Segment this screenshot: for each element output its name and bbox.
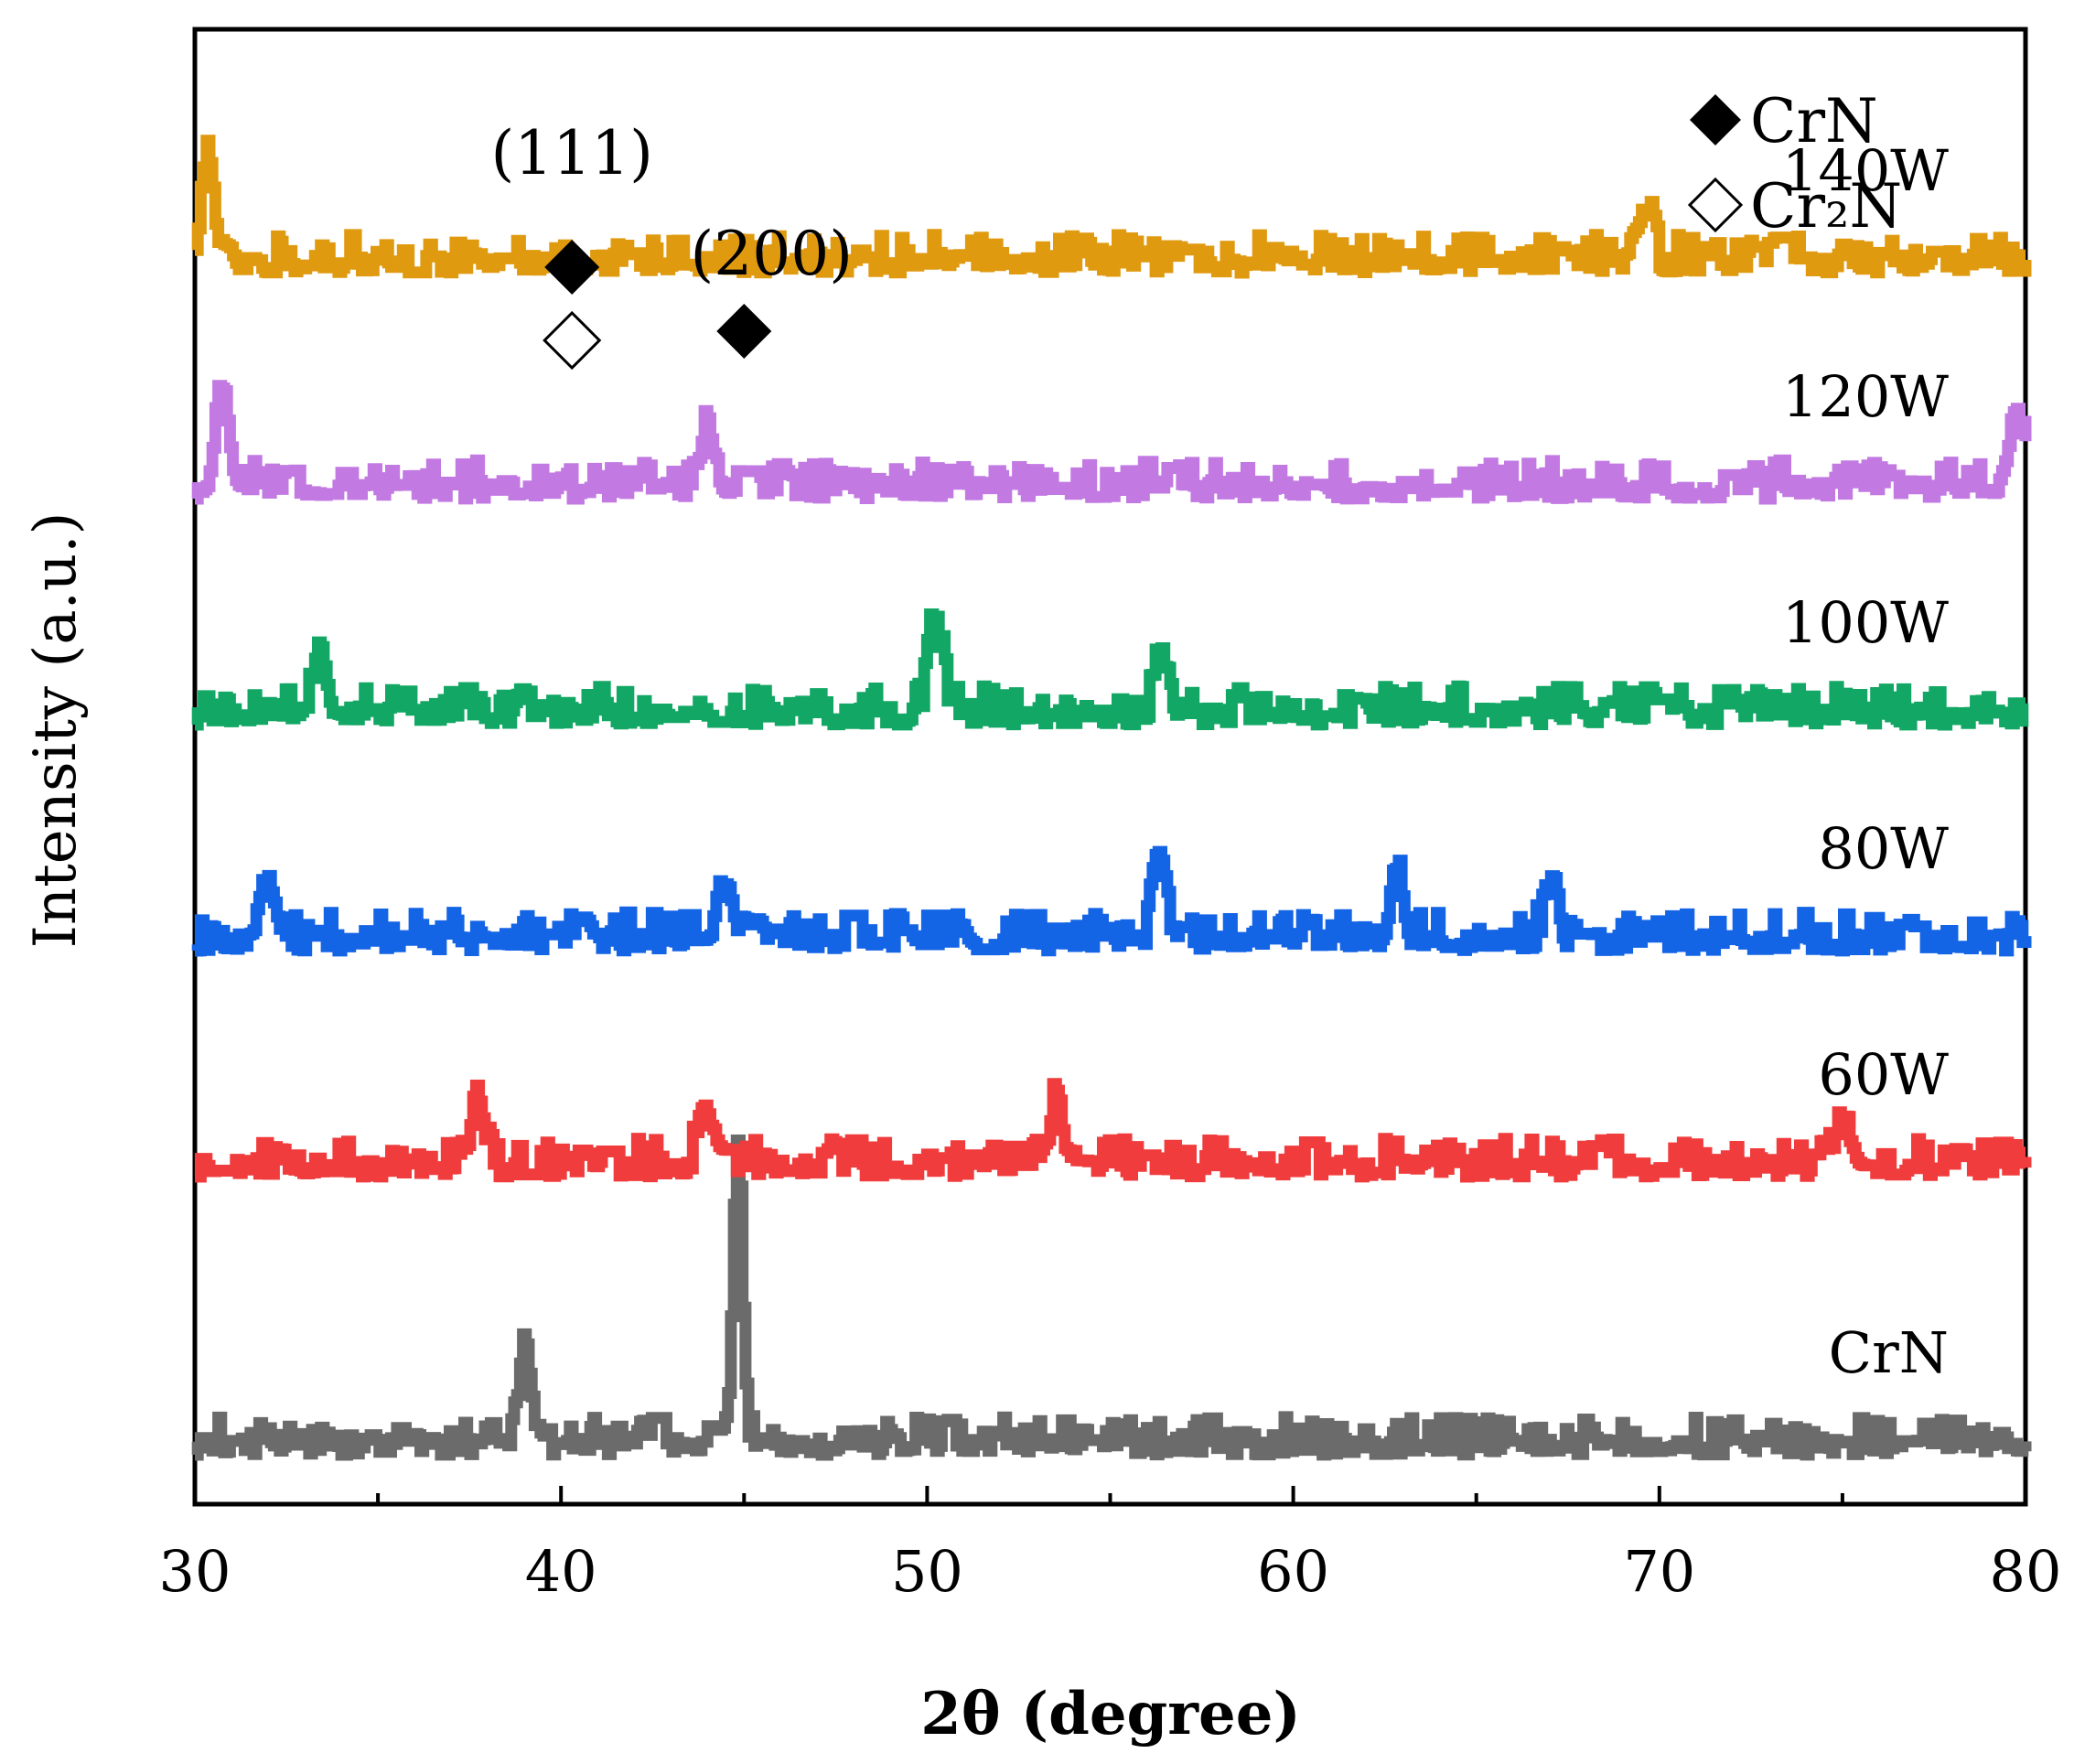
series-line-120w xyxy=(191,380,2032,505)
series-label-crn: CrN xyxy=(1829,1319,1949,1386)
x-tick-label: 40 xyxy=(525,1538,597,1605)
legend-crn-marker xyxy=(1690,94,1741,145)
legend: CrN Cr₂N xyxy=(1687,86,1902,242)
series-line-60w xyxy=(194,1078,2032,1183)
filled-diamond-marker xyxy=(716,304,772,359)
peak-label: (200) xyxy=(691,219,853,289)
x-tick-label: 70 xyxy=(1623,1538,1695,1605)
x-tick-label: 60 xyxy=(1257,1538,1329,1605)
series-line-100w xyxy=(191,608,2029,731)
series-layer xyxy=(191,134,2032,1461)
filled-diamond-marker xyxy=(544,240,600,295)
series-label-140w: 140W xyxy=(1782,137,1949,204)
series-label-80w: 80W xyxy=(1818,815,1949,882)
legend-cr2n-label: Cr₂N xyxy=(1750,171,1902,242)
legend-crn-label: CrN xyxy=(1750,86,1878,156)
peak-label: (111) xyxy=(490,118,652,188)
series-label-120w: 120W xyxy=(1782,363,1949,430)
legend-cr2n-marker xyxy=(1687,177,1744,233)
series-line-80w xyxy=(191,845,2032,957)
y-axis-title: Intensity (a.u.) xyxy=(22,512,90,949)
series-labels: CrN 60W 80W 100W 120W 140W xyxy=(1782,137,1949,1386)
x-axis-ticks: 30 40 50 60 70 80 xyxy=(159,1486,2062,1605)
peak-annotations: (111) (200) xyxy=(490,118,853,371)
x-tick-label: 30 xyxy=(159,1538,231,1605)
x-tick-label: 50 xyxy=(891,1538,963,1605)
open-diamond-marker xyxy=(543,310,602,371)
series-line-crn xyxy=(191,1135,2032,1461)
series-line-140w xyxy=(191,134,2032,279)
x-axis-title: 2θ (degree) xyxy=(920,1680,1300,1748)
x-tick-label: 80 xyxy=(1990,1538,2062,1605)
series-label-60w: 60W xyxy=(1818,1041,1949,1108)
series-label-100w: 100W xyxy=(1782,589,1949,656)
